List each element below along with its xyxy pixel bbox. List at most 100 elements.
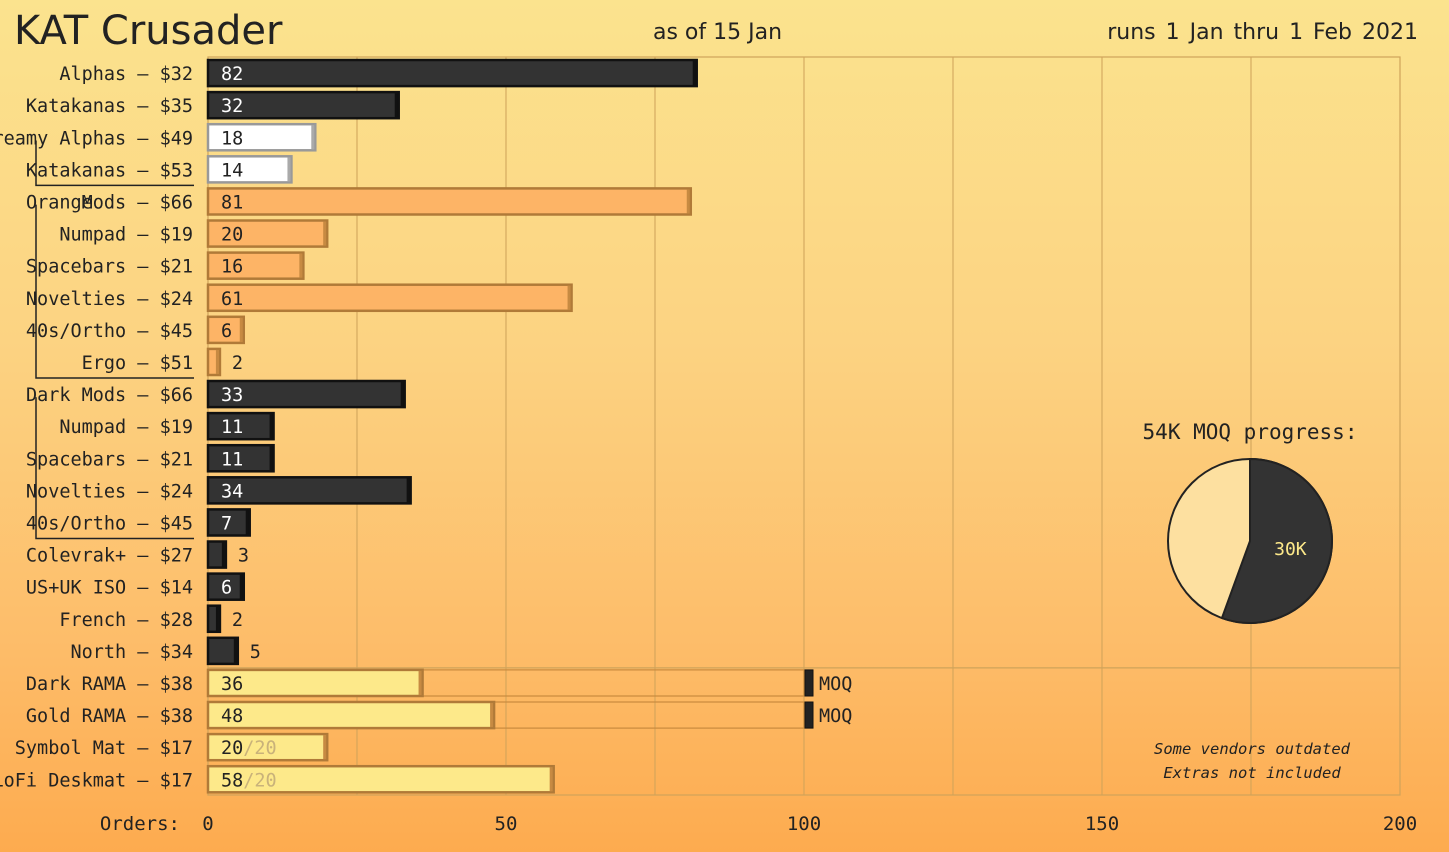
pie-value-label: 30K: [1274, 539, 1307, 560]
group-bracket: [35, 204, 194, 379]
x-tick-label: 150: [1085, 813, 1119, 835]
category-label: Novelties – $24: [26, 481, 193, 502]
bar: [206, 315, 246, 345]
bar-bevel: [406, 478, 410, 503]
bar-bevel: [400, 382, 404, 407]
bar-row: US+UK ISO – $14 6: [26, 572, 246, 601]
category-label: LoFi Deskmat – $17: [0, 770, 193, 791]
bar-bevel: [311, 125, 315, 150]
category-label: Numpad – $19: [59, 417, 193, 438]
bar: [206, 219, 329, 248]
category-label: Dark RAMA – $38: [26, 674, 193, 695]
category-label: Colevrak+ – $27: [26, 546, 193, 567]
bar-row: Novelties – $24 34: [26, 476, 412, 505]
bar-bevel: [215, 606, 219, 631]
bar: [206, 668, 424, 698]
bar-bevel: [245, 510, 249, 535]
category-label: Symbol Mat – $17: [15, 738, 193, 759]
bar: [206, 251, 305, 280]
bar-value-label: 5: [250, 642, 261, 663]
bar-value-label: 7: [221, 513, 232, 534]
bar: [206, 347, 222, 377]
bar-value-suffix: /20: [243, 770, 276, 791]
bar-value-label: 33: [221, 385, 243, 406]
moq-label: MOQ: [819, 706, 852, 727]
bar-row: Numpad – $19 11: [59, 411, 275, 441]
chart-note: Extras not included: [1163, 764, 1341, 782]
category-label: Ergo – $51: [82, 353, 193, 374]
bar-bevel: [418, 670, 422, 695]
bar-bevel: [299, 253, 303, 278]
category-label: 40s/Ortho – $45: [26, 513, 193, 534]
moq-marker: [804, 701, 814, 729]
bar-value-suffix: /20: [243, 738, 276, 759]
category-label: Katakanas – $53: [26, 160, 193, 181]
bar: [206, 700, 496, 730]
category-label: North – $34: [70, 642, 193, 663]
chart-title: KAT Crusader: [14, 8, 283, 54]
bar-value-label: 11: [221, 417, 243, 438]
bar-bevel: [549, 767, 553, 792]
bar-row: Alphas – $32 82: [59, 58, 698, 88]
bar-value-label: 14: [221, 160, 243, 181]
bar-bevel: [239, 574, 243, 599]
x-tick-label: 0: [202, 813, 213, 835]
bar-bevel: [686, 189, 690, 214]
bar-row: North – $34 5: [70, 636, 261, 666]
category-label: Spacebars – $21: [26, 449, 193, 470]
bar-value-label: 36: [221, 674, 243, 695]
category-label: Katakanas – $35: [26, 96, 193, 117]
bar-value-label: 61: [221, 289, 243, 310]
category-label: 40s/Ortho – $45: [26, 321, 193, 342]
chart-note: Some vendors outdated: [1154, 740, 1351, 758]
bar-bevel: [394, 93, 398, 118]
category-label: French – $28: [59, 610, 193, 631]
category-label: Alphas – $32: [59, 64, 193, 85]
bar-row: Dark RAMA – $38 MOQ 36: [26, 668, 852, 698]
bar: [206, 155, 293, 184]
bar-bevel: [287, 157, 291, 182]
category-label: Creamy Alphas – $49: [0, 128, 193, 149]
bar-value-label: 32: [221, 96, 243, 117]
bar-row: Novelties – $24 61: [26, 283, 573, 313]
pie-title: 54K MOQ progress:: [1143, 420, 1358, 444]
category-label: Numpad – $19: [59, 225, 193, 246]
category-label: Mods – $66: [82, 385, 193, 406]
bar-value-label: 3: [238, 546, 249, 567]
group-label: Orange: [26, 192, 93, 213]
bar-row: Katakanas – $35 32: [26, 90, 400, 120]
bar: [206, 58, 698, 88]
bar: [206, 187, 693, 216]
bar-row: 40s/Ortho – $45 6: [26, 315, 246, 345]
bar-bevel: [233, 638, 237, 663]
bar-value-label: 2: [232, 353, 243, 374]
bar-value-label: 48: [221, 706, 243, 727]
bar: [206, 379, 406, 409]
bar: [206, 508, 251, 537]
category-label: Novelties – $24: [26, 289, 193, 310]
bar: [206, 283, 573, 313]
bar-bevel: [269, 414, 273, 439]
bar: [206, 90, 400, 120]
bar: [206, 443, 275, 473]
group-bracket: [35, 140, 194, 187]
bar-value-label: 16: [221, 257, 243, 278]
bar-value-label: 18: [221, 128, 243, 149]
bar-bevel: [269, 446, 273, 471]
moq-marker: [804, 669, 814, 697]
x-tick-label: 100: [787, 813, 821, 835]
bar-value-label: 11: [221, 449, 243, 470]
bar-value-label: 81: [221, 192, 243, 213]
bar-bevel: [221, 542, 225, 567]
bar-row: Spacebars – $21 16: [26, 251, 305, 280]
x-tick-label: 200: [1383, 813, 1417, 835]
bar-row: French – $28 2: [59, 604, 243, 634]
category-label: US+UK ISO – $14: [26, 578, 193, 599]
x-axis-label: Orders:: [100, 813, 180, 835]
category-label: Spacebars – $21: [26, 257, 193, 278]
bar-bevel: [567, 285, 571, 310]
bar-row: Numpad – $19 20: [59, 219, 329, 248]
bar-row: Spacebars – $21 11: [26, 443, 275, 473]
